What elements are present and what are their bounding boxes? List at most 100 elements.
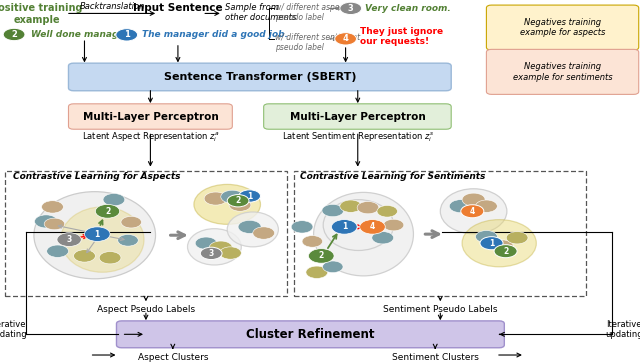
- Text: 1: 1: [342, 223, 347, 231]
- Text: 2: 2: [11, 30, 17, 39]
- Circle shape: [462, 193, 485, 206]
- FancyBboxPatch shape: [264, 104, 451, 129]
- Text: Iterative
updating: Iterative updating: [0, 320, 26, 339]
- Ellipse shape: [314, 192, 413, 276]
- Circle shape: [476, 200, 497, 212]
- Text: 2: 2: [105, 207, 110, 216]
- Text: Well done manager.: Well done manager.: [31, 30, 131, 39]
- Circle shape: [253, 227, 275, 239]
- Circle shape: [372, 232, 394, 244]
- Circle shape: [323, 261, 343, 273]
- Circle shape: [3, 28, 25, 41]
- Circle shape: [84, 227, 110, 241]
- FancyBboxPatch shape: [68, 104, 232, 129]
- Circle shape: [357, 201, 379, 214]
- Circle shape: [209, 241, 232, 254]
- Text: They just ignore
our requests!: They just ignore our requests!: [360, 26, 444, 46]
- Circle shape: [461, 205, 484, 218]
- Text: 2: 2: [236, 196, 241, 205]
- Ellipse shape: [34, 192, 156, 279]
- Circle shape: [335, 33, 356, 45]
- Ellipse shape: [323, 200, 394, 250]
- Circle shape: [480, 237, 503, 250]
- Circle shape: [360, 220, 385, 234]
- Text: Very clean room.: Very clean room.: [365, 4, 451, 13]
- Text: Latent Sentiment Representation $z_i^s$: Latent Sentiment Representation $z_i^s$: [282, 131, 434, 144]
- Circle shape: [204, 192, 227, 205]
- Bar: [294, 171, 586, 296]
- Circle shape: [340, 2, 362, 15]
- Ellipse shape: [440, 189, 507, 234]
- FancyBboxPatch shape: [116, 321, 504, 348]
- Circle shape: [302, 236, 323, 247]
- Text: 3: 3: [348, 4, 353, 13]
- Text: 2: 2: [319, 252, 324, 260]
- Circle shape: [291, 221, 313, 233]
- Text: Sentiment Clusters: Sentiment Clusters: [392, 353, 479, 362]
- Text: Backtranslation: Backtranslation: [79, 1, 145, 11]
- Text: 1: 1: [95, 230, 100, 238]
- Text: Aspect Clusters: Aspect Clusters: [138, 353, 208, 362]
- Circle shape: [200, 247, 222, 260]
- Ellipse shape: [61, 207, 144, 272]
- Text: Sentence Transformer (SBERT): Sentence Transformer (SBERT): [164, 72, 356, 82]
- Text: w/ different aspect
pseudo label: w/ different aspect pseudo label: [275, 3, 347, 22]
- Text: 3: 3: [209, 249, 214, 258]
- Circle shape: [377, 205, 397, 217]
- Text: Multi-Layer Perceptron: Multi-Layer Perceptron: [289, 111, 426, 122]
- Circle shape: [35, 215, 58, 228]
- Circle shape: [42, 201, 63, 213]
- Text: Contrastive Learning for Sentiments: Contrastive Learning for Sentiments: [300, 172, 485, 181]
- Text: The manager did a good job.: The manager did a good job.: [142, 30, 288, 39]
- Circle shape: [238, 220, 261, 233]
- Text: 2: 2: [503, 247, 508, 256]
- Text: Latent Aspect Representation $z_i^a$: Latent Aspect Representation $z_i^a$: [82, 131, 219, 144]
- Text: Negatives training
example for aspects: Negatives training example for aspects: [520, 18, 605, 37]
- Circle shape: [74, 250, 95, 262]
- Circle shape: [306, 266, 328, 278]
- Ellipse shape: [188, 229, 241, 265]
- Circle shape: [492, 240, 513, 252]
- Circle shape: [95, 204, 120, 218]
- Circle shape: [340, 200, 362, 212]
- Circle shape: [494, 245, 517, 258]
- Text: Multi-Layer Perceptron: Multi-Layer Perceptron: [83, 111, 218, 122]
- Text: 1: 1: [489, 239, 494, 248]
- Circle shape: [220, 247, 241, 259]
- Text: 3: 3: [67, 235, 72, 244]
- Circle shape: [195, 237, 217, 249]
- FancyBboxPatch shape: [68, 63, 451, 91]
- Circle shape: [221, 190, 244, 203]
- Text: 4: 4: [470, 207, 475, 216]
- Text: Input Sentence: Input Sentence: [133, 3, 223, 13]
- Circle shape: [57, 233, 81, 246]
- Text: Cluster Refinement: Cluster Refinement: [246, 328, 374, 341]
- Ellipse shape: [194, 184, 260, 224]
- Text: Aspect Pseudo Labels: Aspect Pseudo Labels: [97, 305, 195, 314]
- Circle shape: [308, 249, 334, 263]
- Text: Contrastive Learning for Aspects: Contrastive Learning for Aspects: [13, 172, 180, 181]
- Circle shape: [44, 218, 65, 230]
- Circle shape: [47, 245, 68, 257]
- Circle shape: [116, 29, 138, 41]
- Text: 4: 4: [370, 223, 375, 231]
- Circle shape: [118, 234, 138, 246]
- Circle shape: [121, 216, 141, 228]
- Bar: [5, 171, 287, 296]
- Text: Sentiment Pseudo Labels: Sentiment Pseudo Labels: [383, 305, 497, 314]
- Ellipse shape: [462, 220, 536, 267]
- Circle shape: [332, 220, 357, 234]
- Circle shape: [322, 204, 344, 217]
- Text: Iterative
updating: Iterative updating: [605, 320, 640, 339]
- Circle shape: [383, 219, 404, 231]
- Circle shape: [227, 195, 249, 207]
- Text: w/ different sentiment
pseudo label: w/ different sentiment pseudo label: [275, 33, 360, 52]
- Circle shape: [229, 199, 251, 211]
- Circle shape: [99, 252, 121, 264]
- Circle shape: [449, 200, 472, 213]
- Text: Negatives training
example for sentiments: Negatives training example for sentiment…: [513, 62, 612, 82]
- Ellipse shape: [227, 212, 278, 247]
- Text: 4: 4: [342, 34, 349, 43]
- Circle shape: [239, 190, 260, 202]
- Text: 1: 1: [247, 192, 252, 200]
